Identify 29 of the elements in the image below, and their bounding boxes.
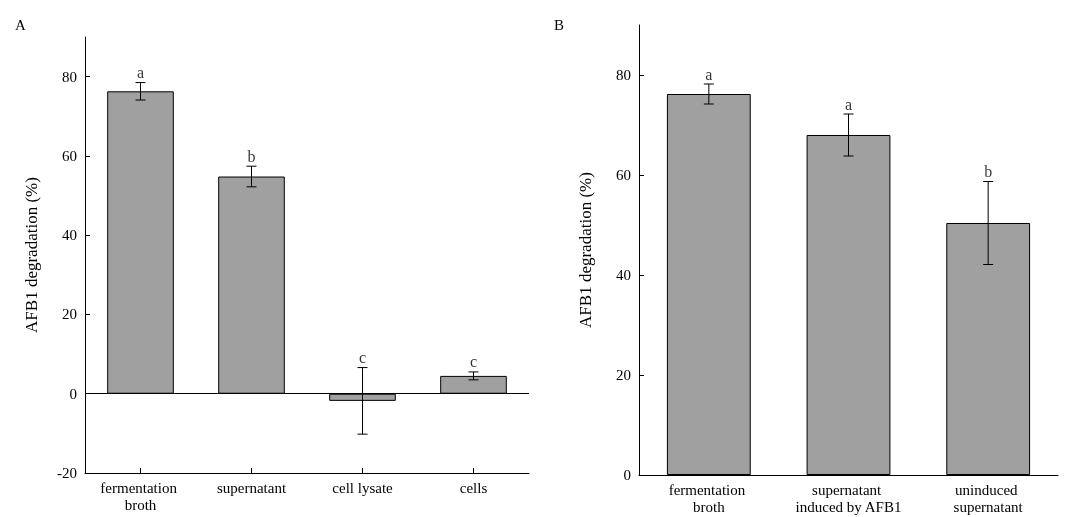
- annotation: a: [136, 64, 145, 82]
- x-tick-label: supernatant: [216, 479, 287, 496]
- y-tick-label: 20: [62, 306, 77, 323]
- y-tick-label: 60: [616, 167, 631, 183]
- x-tick-label: uninduced supernatant: [953, 481, 1024, 515]
- y-axis-title: AFB1 degradation (%): [22, 177, 41, 333]
- annotation: b: [247, 147, 256, 165]
- y-tick-label: 80: [616, 67, 631, 83]
- annotation: b: [984, 163, 993, 180]
- y-tick-label: 0: [69, 385, 77, 402]
- x-tick-label: fermentation broth: [100, 479, 181, 513]
- annotation: c: [469, 353, 478, 371]
- y-tick-label: 40: [62, 227, 77, 244]
- y-tick-label: 40: [616, 267, 631, 283]
- x-tick-label: cell lysate: [332, 479, 394, 496]
- y-tick-label: 60: [62, 147, 77, 164]
- y-tick-label: 20: [616, 367, 631, 383]
- chart-title: A: [15, 16, 26, 33]
- x-tick-label: fermentation broth: [668, 481, 750, 515]
- chart-title: B: [554, 16, 565, 33]
- annotation: c: [358, 349, 367, 367]
- y-tick-label: -20: [57, 465, 77, 481]
- annotation: a: [844, 95, 853, 113]
- annotation: a: [705, 65, 713, 83]
- y-tick-label: 0: [623, 467, 631, 483]
- x-tick-label: cells: [459, 479, 488, 496]
- y-tick-label: 80: [62, 68, 77, 85]
- y-axis-title: AFB1 degradation (%): [576, 172, 595, 328]
- x-tick-label: supernatant induced by AFB1: [795, 481, 902, 515]
